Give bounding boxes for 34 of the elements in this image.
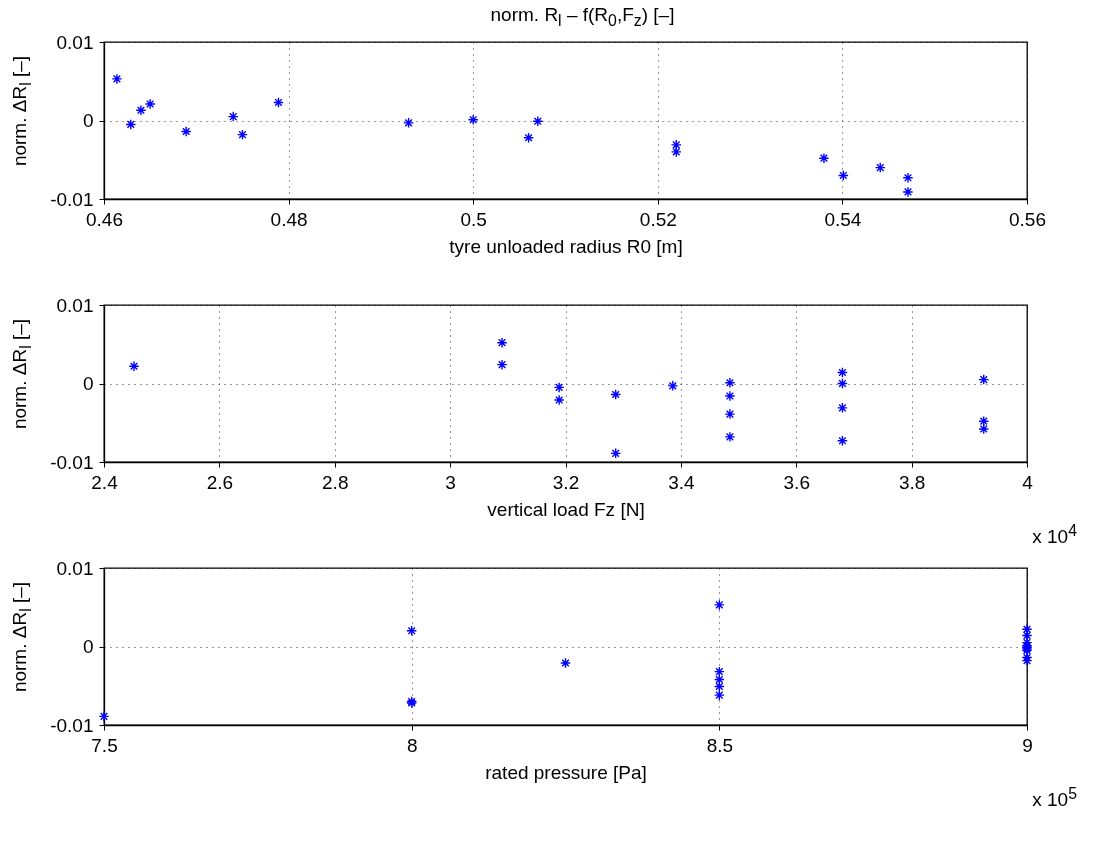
x-axis-title: rated pressure [Pa]	[485, 761, 647, 783]
chart-title: norm. R$_{l}$ – f(R$_{0}$,F$_{z}$) [–]	[489, 3, 676, 29]
x-tick-label: 3.6	[783, 471, 810, 493]
x-tick-label: 0.48	[270, 208, 308, 230]
x-tick-label: 3	[445, 471, 456, 493]
text: x 10$^{5}$	[1032, 784, 1077, 811]
x-tick-label: 9	[1022, 734, 1033, 756]
x-tick-label: 0.46	[86, 208, 123, 230]
x-tick-label: 3.8	[898, 471, 926, 493]
x-tick-label: 3.4	[668, 471, 696, 493]
x-tick-label: 4	[1022, 471, 1034, 493]
x-tick-label: 0.5	[460, 208, 487, 230]
x-axis-title: tyre unloaded radius R0 [m]	[449, 235, 683, 257]
x-tick-label: 2.4	[91, 471, 119, 493]
y-tick-label: 0	[82, 373, 94, 394]
x-tick-label: 2.6	[206, 471, 234, 493]
x-tick-label: 8	[406, 734, 418, 756]
x-tick-label: 2.8	[322, 471, 349, 493]
y-tick-label: 0.01	[56, 294, 94, 316]
y-tick-label: 0.01	[56, 31, 94, 53]
y-tick-label: -0.01	[50, 714, 94, 736]
x-tick-label: 3.2	[552, 471, 580, 493]
y-tick-label: 0.01	[56, 557, 94, 579]
x-tick-label: 8.5	[706, 734, 734, 756]
y-tick-label: -0.01	[50, 188, 94, 210]
x-tick-label: 7.5	[91, 734, 118, 756]
x-tick-label: 0.52	[639, 208, 677, 230]
x-tick-label: 0.56	[1009, 208, 1046, 230]
x-axis-title: vertical load Fz [N]	[487, 498, 645, 520]
y-tick-label: 0	[82, 110, 94, 131]
x-tick-label: 0.54	[824, 208, 862, 230]
y-tick-label: 0	[82, 636, 94, 657]
y-tick-label: -0.01	[50, 451, 94, 473]
text: x 10$^{4}$	[1032, 521, 1077, 548]
